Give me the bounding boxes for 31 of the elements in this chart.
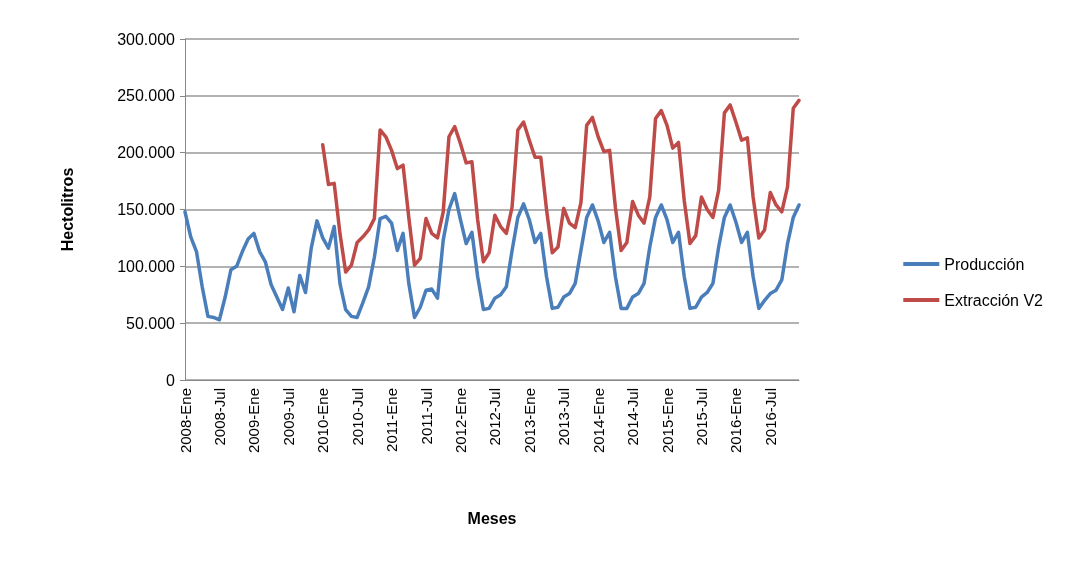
x-tick-label: 2016-Jul [761, 388, 779, 446]
x-tick-label: 2010-Jul [348, 388, 366, 446]
line-series [183, 191, 801, 322]
legend-label: Extracción V2 [944, 291, 1044, 309]
x-tick-label: 2015-Ene [658, 388, 676, 454]
x-tick-label: 2011-Jul [417, 388, 435, 445]
x-tick-label: 2008-Jul [210, 388, 228, 446]
x-tick-label: 2008-Ene [176, 388, 194, 454]
x-tick-label: 2009-Jul [279, 388, 297, 446]
y-tick-label: 250.000 [117, 87, 176, 105]
y-tick-label: 200.000 [117, 144, 176, 162]
y-axis-title: Hectolitros [58, 167, 76, 252]
y-tick-label: 50.000 [126, 314, 176, 332]
x-tick-label: 2010-Ene [314, 388, 332, 454]
y-tick-label: 0 [166, 371, 176, 389]
x-tick-label: 2015-Jul [692, 388, 710, 446]
x-tick-label: 2012-Jul [486, 388, 504, 446]
legend-label: Producción [944, 255, 1025, 273]
x-tick-label: 2012-Ene [451, 388, 469, 454]
y-tick-label: 150.000 [117, 201, 176, 218]
y-tick-label: 300.000 [117, 30, 176, 48]
x-tick-label: 2013-Ene [520, 388, 538, 454]
line-series [320, 98, 801, 274]
y-tick-label: 100.000 [117, 257, 176, 275]
x-axis-title: Meses [467, 509, 517, 527]
x-tick-label: 2009-Ene [245, 388, 263, 454]
x-tick-label: 2014-Ene [589, 388, 607, 454]
x-tick-label: 2016-Ene [727, 388, 745, 454]
x-tick-label: 2014-Jul [624, 388, 642, 446]
x-tick-label: 2013-Jul [555, 388, 573, 446]
x-tick-label: 2011-Ene [383, 388, 401, 452]
